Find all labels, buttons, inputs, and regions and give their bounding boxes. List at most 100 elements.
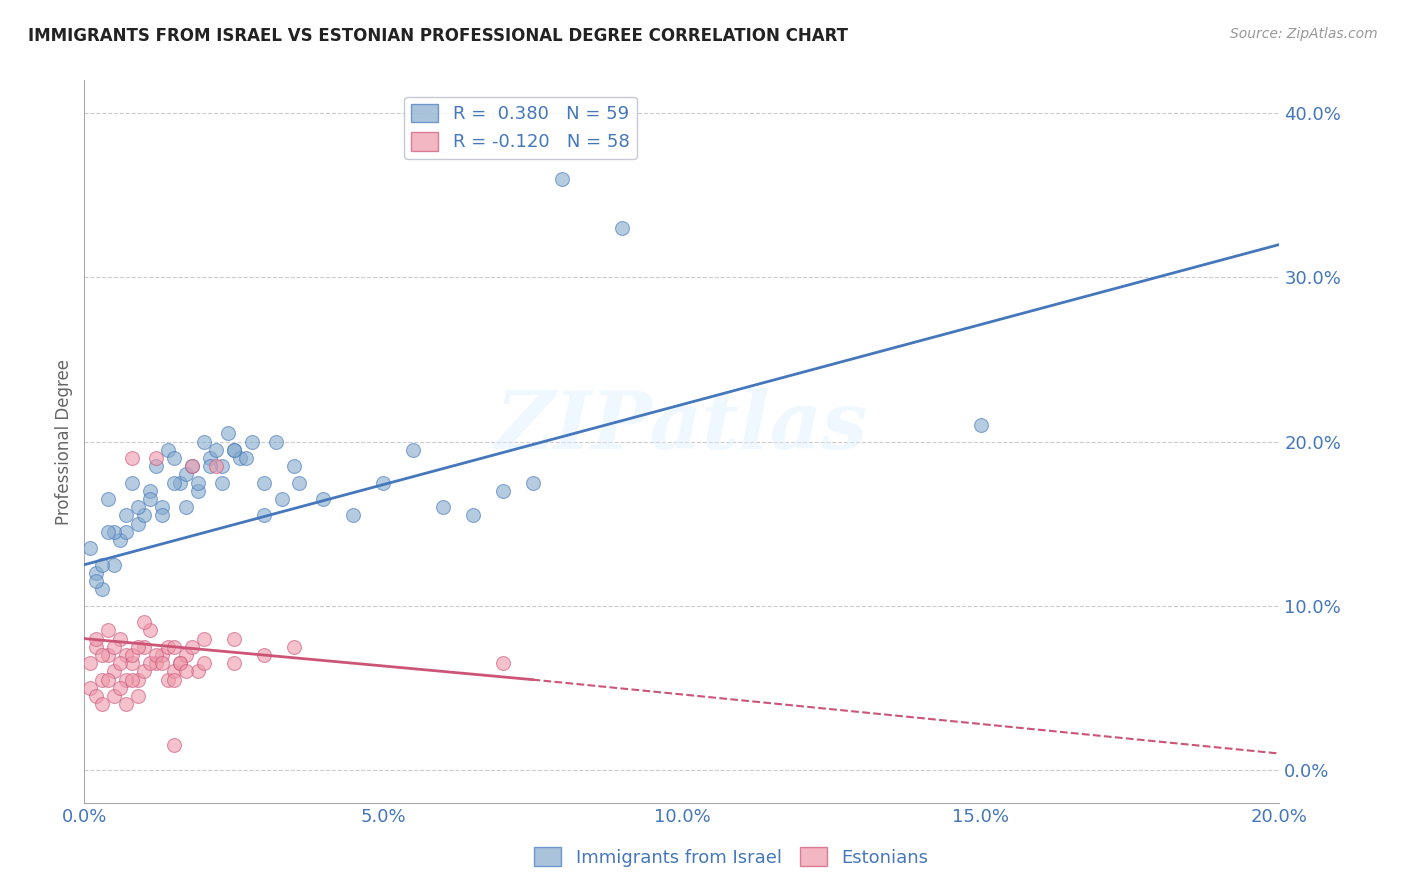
Point xyxy=(198,450,221,465)
Point xyxy=(97,524,120,539)
Point xyxy=(492,483,515,498)
Point xyxy=(205,459,228,474)
Point xyxy=(163,673,186,687)
Point xyxy=(163,450,186,465)
Point xyxy=(174,648,197,662)
Point xyxy=(86,566,108,580)
Point xyxy=(163,665,186,679)
Point xyxy=(163,739,186,753)
Point xyxy=(157,673,180,687)
Point xyxy=(169,657,191,671)
Y-axis label: Professional Degree: Professional Degree xyxy=(55,359,73,524)
Point xyxy=(110,632,132,646)
Point xyxy=(115,524,138,539)
Point xyxy=(115,648,138,662)
Point xyxy=(150,657,173,671)
Point xyxy=(193,632,215,646)
Point xyxy=(145,657,167,671)
Point xyxy=(270,491,292,506)
Point xyxy=(139,483,162,498)
Legend: R =  0.380   N = 59, R = -0.120   N = 58: R = 0.380 N = 59, R = -0.120 N = 58 xyxy=(404,96,637,159)
Point xyxy=(127,516,149,531)
Point xyxy=(139,624,162,638)
Legend: Immigrants from Israel, Estonians: Immigrants from Israel, Estonians xyxy=(527,840,935,874)
Point xyxy=(121,475,143,490)
Point xyxy=(91,648,114,662)
Point xyxy=(312,491,335,506)
Point xyxy=(132,508,156,523)
Point xyxy=(127,689,149,703)
Point xyxy=(187,483,209,498)
Point xyxy=(228,450,252,465)
Point xyxy=(373,475,395,490)
Point xyxy=(402,442,425,457)
Point xyxy=(157,640,180,654)
Point xyxy=(181,459,204,474)
Point xyxy=(181,459,204,474)
Point xyxy=(110,681,132,695)
Point xyxy=(205,442,228,457)
Point xyxy=(150,508,173,523)
Point xyxy=(145,648,167,662)
Point xyxy=(86,632,108,646)
Text: IMMIGRANTS FROM ISRAEL VS ESTONIAN PROFESSIONAL DEGREE CORRELATION CHART: IMMIGRANTS FROM ISRAEL VS ESTONIAN PROFE… xyxy=(28,27,848,45)
Point xyxy=(97,673,120,687)
Point xyxy=(157,442,180,457)
Point xyxy=(127,640,149,654)
Point xyxy=(132,665,156,679)
Point xyxy=(86,640,108,654)
Point xyxy=(432,500,454,515)
Point xyxy=(163,475,186,490)
Point xyxy=(253,508,276,523)
Point xyxy=(115,673,138,687)
Point xyxy=(169,475,191,490)
Point xyxy=(211,459,233,474)
Point xyxy=(222,632,245,646)
Point xyxy=(240,434,263,449)
Point xyxy=(253,648,276,662)
Point xyxy=(97,624,120,638)
Point xyxy=(222,657,245,671)
Point xyxy=(492,657,515,671)
Point xyxy=(174,467,197,482)
Point xyxy=(461,508,484,523)
Point xyxy=(145,450,167,465)
Point xyxy=(121,673,143,687)
Point xyxy=(342,508,364,523)
Point xyxy=(91,673,114,687)
Point xyxy=(79,681,101,695)
Point xyxy=(103,689,125,703)
Point xyxy=(551,171,574,186)
Point xyxy=(121,657,143,671)
Point xyxy=(174,500,197,515)
Point xyxy=(187,475,209,490)
Point xyxy=(222,442,245,457)
Point xyxy=(91,558,114,572)
Point xyxy=(139,657,162,671)
Point xyxy=(522,475,544,490)
Point xyxy=(150,648,173,662)
Point xyxy=(132,640,156,654)
Point xyxy=(139,491,162,506)
Point xyxy=(103,640,125,654)
Point xyxy=(103,665,125,679)
Point xyxy=(97,648,120,662)
Point xyxy=(283,640,305,654)
Point xyxy=(127,673,149,687)
Point xyxy=(181,640,204,654)
Point xyxy=(79,657,101,671)
Point xyxy=(169,657,191,671)
Point xyxy=(187,665,209,679)
Point xyxy=(86,689,108,703)
Point xyxy=(127,500,149,515)
Point xyxy=(91,698,114,712)
Point xyxy=(103,558,125,572)
Point xyxy=(193,657,215,671)
Point xyxy=(150,500,173,515)
Text: Source: ZipAtlas.com: Source: ZipAtlas.com xyxy=(1230,27,1378,41)
Point xyxy=(132,615,156,630)
Point xyxy=(110,533,132,547)
Point xyxy=(222,442,245,457)
Point xyxy=(193,434,215,449)
Point xyxy=(217,426,239,441)
